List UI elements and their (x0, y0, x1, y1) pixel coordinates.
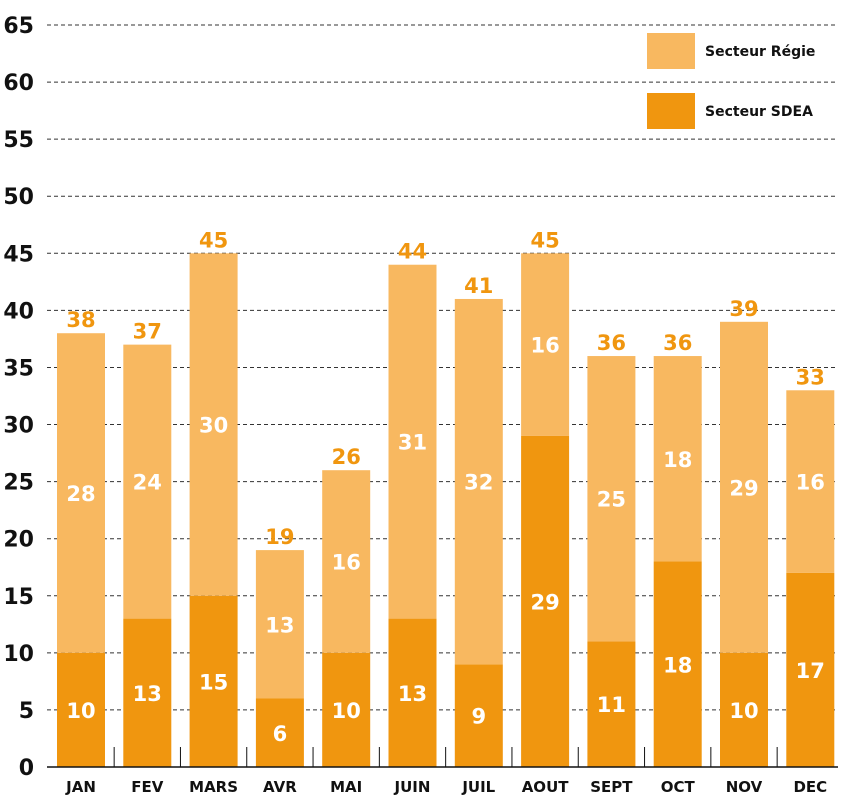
x-tick-label: MAI (330, 778, 362, 796)
legend-label: Secteur SDEA (705, 104, 813, 120)
bar-value-label-secteur-sdea: 10 (332, 699, 361, 723)
bar-total-label: 33 (796, 365, 825, 389)
x-tick-label: JAN (65, 778, 96, 796)
x-tick-label: DEC (793, 778, 827, 796)
bars: 10 28 38 13 24 37 15 30 45 6 13 19 10 16 26 13 31 44 9 32 41… (57, 228, 835, 767)
bar-total-label: 19 (265, 525, 294, 549)
bar-segment-secteur-regie (587, 356, 636, 642)
bar-total-label: 38 (66, 308, 95, 332)
bar-total-label: 39 (729, 297, 758, 321)
y-tick-label: 0 (19, 756, 34, 781)
bar-value-label-secteur-regie: 25 (597, 488, 626, 512)
bar-total-label: 45 (530, 228, 559, 252)
bar-value-label-secteur-sdea: 17 (796, 659, 825, 683)
bar-total-label: 44 (398, 240, 427, 264)
y-tick-label: 40 (3, 299, 34, 324)
bar-total-label: 36 (597, 331, 626, 355)
y-tick-label: 35 (3, 356, 34, 381)
bar-total-label: 45 (199, 228, 228, 252)
bar-segment-secteur-sdea (255, 698, 304, 767)
bar-value-label-secteur-sdea: 15 (199, 670, 228, 694)
x-axis: JAN FEV MARS AVR MAI JUIN JUIL AOUT SEPT OCT NOV DE… (47, 747, 838, 796)
bar-segment-secteur-sdea (322, 652, 371, 767)
bar-value-label-secteur-regie: 29 (729, 476, 758, 500)
x-tick-label: OCT (661, 778, 696, 796)
legend-swatch (647, 33, 695, 69)
legend: Secteur Régie Secteur SDEA (647, 33, 815, 129)
bar-segment-secteur-sdea (57, 652, 105, 767)
bar-segment-secteur-sdea (454, 664, 503, 767)
x-tick-label: JUIL (461, 778, 495, 796)
bar-value-label-secteur-sdea: 10 (729, 699, 758, 723)
bar-value-label-secteur-sdea: 18 (663, 653, 692, 677)
bar-value-label-secteur-sdea: 9 (471, 705, 486, 729)
bar-value-label-secteur-regie: 24 (133, 471, 162, 495)
bar-segment-secteur-sdea (189, 595, 238, 767)
bar-segment-secteur-regie (653, 356, 702, 562)
bar-value-label-secteur-sdea: 13 (398, 682, 427, 706)
bar-value-label-secteur-regie: 16 (332, 551, 361, 575)
bar-value-label-secteur-sdea: 29 (530, 590, 559, 614)
bar-total-label: 36 (663, 331, 692, 355)
bar-value-label-secteur-regie: 28 (66, 482, 95, 506)
x-tick-label: SEPT (590, 778, 633, 796)
bar-total-label: 41 (464, 274, 493, 298)
bar-segment-secteur-sdea (587, 641, 636, 767)
y-tick-label: 65 (3, 14, 34, 39)
bar-value-label-secteur-regie: 13 (265, 613, 294, 637)
bar-segment-secteur-regie (57, 333, 105, 653)
bar-segment-secteur-sdea (388, 618, 437, 767)
y-axis: 0 5 10 15 20 25 30 35 40 45 50 55 60 65 (3, 14, 34, 781)
x-tick-label: AOUT (522, 778, 570, 796)
x-tick-label: MARS (189, 778, 238, 796)
grid-lines (47, 24, 838, 711)
bar-segment-secteur-regie (454, 298, 503, 665)
bar-segment-secteur-sdea (720, 652, 768, 767)
legend-label: Secteur Régie (705, 44, 815, 60)
bar-segment-secteur-regie (720, 321, 768, 653)
y-tick-label: 10 (3, 642, 34, 667)
y-tick-label: 55 (3, 128, 34, 153)
bar-value-label-secteur-sdea: 10 (66, 699, 95, 723)
bar-value-label-secteur-sdea: 13 (133, 682, 162, 706)
y-tick-label: 20 (3, 528, 34, 553)
bar-segment-secteur-regie (786, 390, 835, 573)
bar-value-label-secteur-regie: 32 (464, 471, 493, 495)
x-tick-label: AVR (263, 778, 297, 796)
x-tick-label: FEV (131, 778, 163, 796)
x-tick-label: JUIN (394, 778, 431, 796)
bar-segment-secteur-sdea (786, 572, 835, 767)
bar-segment-secteur-regie (521, 253, 570, 436)
bar-segment-secteur-regie (189, 253, 238, 596)
y-tick-label: 30 (3, 414, 34, 439)
y-tick-label: 60 (3, 71, 34, 96)
x-tick-label: NOV (726, 778, 763, 796)
bar-segment-secteur-regie (255, 550, 304, 699)
legend-swatch (647, 93, 695, 129)
bar-value-label-secteur-regie: 31 (398, 431, 427, 455)
y-tick-label: 50 (3, 185, 34, 210)
y-tick-label: 45 (3, 242, 34, 267)
y-tick-label: 25 (3, 471, 34, 496)
bar-value-label-secteur-regie: 16 (530, 334, 559, 358)
bar-segment-secteur-sdea (521, 435, 570, 767)
bar-value-label-secteur-regie: 16 (796, 471, 825, 495)
y-tick-label: 5 (19, 699, 34, 724)
bar-segment-secteur-regie (123, 344, 172, 619)
bar-segment-secteur-sdea (653, 561, 702, 767)
y-tick-label: 15 (3, 585, 34, 610)
bar-value-label-secteur-sdea: 6 (273, 722, 288, 746)
bar-total-label: 26 (332, 445, 361, 469)
bar-segment-secteur-sdea (123, 618, 172, 767)
bar-value-label-secteur-regie: 30 (199, 414, 228, 438)
bar-value-label-secteur-sdea: 11 (597, 693, 626, 717)
bar-segment-secteur-regie (388, 264, 437, 619)
bar-total-label: 37 (133, 320, 162, 344)
bar-segment-secteur-regie (322, 470, 371, 653)
bar-value-label-secteur-regie: 18 (663, 448, 692, 472)
